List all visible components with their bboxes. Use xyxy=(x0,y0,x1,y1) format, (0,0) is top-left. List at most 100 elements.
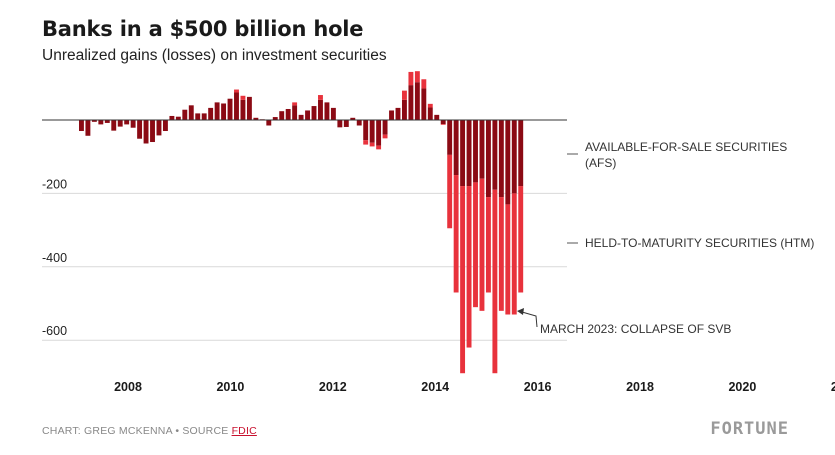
afs-bar xyxy=(434,114,440,120)
afs-bar xyxy=(402,99,407,120)
htm-bar xyxy=(466,186,472,348)
gridlines xyxy=(42,192,567,341)
htm-bar xyxy=(453,175,459,293)
afs-series-label-abbr: (AFS) xyxy=(585,156,616,170)
y-tick-label: -200 xyxy=(42,177,67,191)
afs-bar xyxy=(79,120,84,132)
afs-bar xyxy=(208,107,214,120)
htm-bar xyxy=(363,140,369,145)
afs-bar xyxy=(421,88,427,120)
afs-bar xyxy=(473,120,478,183)
afs-bar xyxy=(485,120,491,198)
afs-bar xyxy=(111,120,117,131)
afs-bar xyxy=(246,96,252,120)
htm-bar xyxy=(460,186,466,374)
afs-bar xyxy=(408,85,414,120)
afs-bar xyxy=(498,120,504,198)
afs-bar xyxy=(137,120,143,139)
afs-bar xyxy=(195,113,201,120)
afs-bar xyxy=(505,120,511,205)
afs-bar xyxy=(162,120,168,132)
x-tick-label: 2022 xyxy=(831,380,835,394)
afs-bar xyxy=(369,120,375,143)
afs-bar xyxy=(460,120,466,187)
x-tick-label: 2016 xyxy=(524,380,552,394)
x-tick-label: 2014 xyxy=(421,380,449,394)
afs-bar xyxy=(356,120,362,126)
y-tick-label: -400 xyxy=(42,251,67,265)
x-tick-label: 2018 xyxy=(626,380,654,394)
afs-bar xyxy=(143,120,149,144)
afs-bar xyxy=(479,120,485,179)
htm-bar xyxy=(292,102,298,106)
htm-bar xyxy=(492,189,498,374)
htm-bar xyxy=(240,95,246,100)
x-tick-label: 2012 xyxy=(319,380,347,394)
htm-bar xyxy=(414,71,420,83)
afs-bar xyxy=(124,120,130,125)
afs-bar xyxy=(150,120,155,143)
afs-bar xyxy=(272,117,278,120)
afs-bar xyxy=(117,120,123,127)
htm-bar xyxy=(440,124,446,125)
x-tick-labels: 200820102012201420162018202020222024 xyxy=(114,380,835,394)
afs-bar xyxy=(376,120,382,146)
htm-bar xyxy=(485,197,491,293)
afs-bar xyxy=(253,117,259,120)
htm-bar xyxy=(473,182,478,308)
afs-bar xyxy=(188,105,194,120)
afs-bar xyxy=(169,115,175,120)
afs-bar xyxy=(305,110,310,120)
fortune-logo: FORTUNE xyxy=(710,419,789,439)
x-tick-label: 2020 xyxy=(728,380,756,394)
htm-bar xyxy=(376,145,382,150)
afs-bar xyxy=(98,120,104,125)
afs-bar xyxy=(389,110,394,120)
afs-bar xyxy=(266,120,272,126)
afs-bar xyxy=(221,103,227,120)
htm-series-label: HELD-TO-MATURITY SECURITIES (HTM) xyxy=(585,236,814,250)
afs-bar xyxy=(279,111,285,120)
afs-bar xyxy=(318,99,323,120)
afs-bar xyxy=(182,109,188,120)
htm-bar xyxy=(382,134,388,139)
htm-bar xyxy=(518,186,524,293)
afs-series-label: AVAILABLE-FOR-SALE SECURITIES xyxy=(585,140,787,154)
y-tick-labels: -200 -400 -600 xyxy=(42,177,67,338)
chart-subtitle: Unrealized gains (losses) on investment … xyxy=(42,47,387,64)
bars xyxy=(79,71,524,374)
afs-bar xyxy=(447,120,453,155)
afs-bar xyxy=(298,114,304,120)
afs-bar xyxy=(104,120,110,123)
htm-bar xyxy=(427,103,433,108)
afs-bar xyxy=(292,105,298,120)
afs-bar xyxy=(453,120,459,176)
afs-bar xyxy=(311,106,317,120)
htm-bar xyxy=(369,142,375,147)
htm-bar xyxy=(511,193,517,315)
y-tick-label: -600 xyxy=(42,324,67,338)
afs-bar xyxy=(285,108,291,120)
chart-title: Banks in a $500 billion hole xyxy=(42,17,364,41)
htm-bar xyxy=(318,95,323,100)
afs-bar xyxy=(156,120,162,136)
afs-bar xyxy=(414,82,420,120)
htm-bar xyxy=(408,71,414,86)
afs-bar xyxy=(350,117,356,120)
htm-bar xyxy=(498,197,504,311)
source-link[interactable]: FDIC xyxy=(231,425,257,437)
x-tick-label: 2010 xyxy=(216,380,244,394)
afs-bar xyxy=(85,120,91,136)
afs-bar xyxy=(214,102,220,120)
afs-bar xyxy=(511,120,517,194)
afs-bar xyxy=(395,107,401,120)
svb-arrow xyxy=(521,311,538,328)
htm-bar xyxy=(447,154,453,229)
htm-bar xyxy=(402,90,407,100)
afs-bar xyxy=(440,120,446,125)
afs-bar xyxy=(91,120,97,122)
htm-bar xyxy=(234,89,239,93)
afs-bar xyxy=(427,107,433,120)
afs-bar xyxy=(130,120,136,128)
